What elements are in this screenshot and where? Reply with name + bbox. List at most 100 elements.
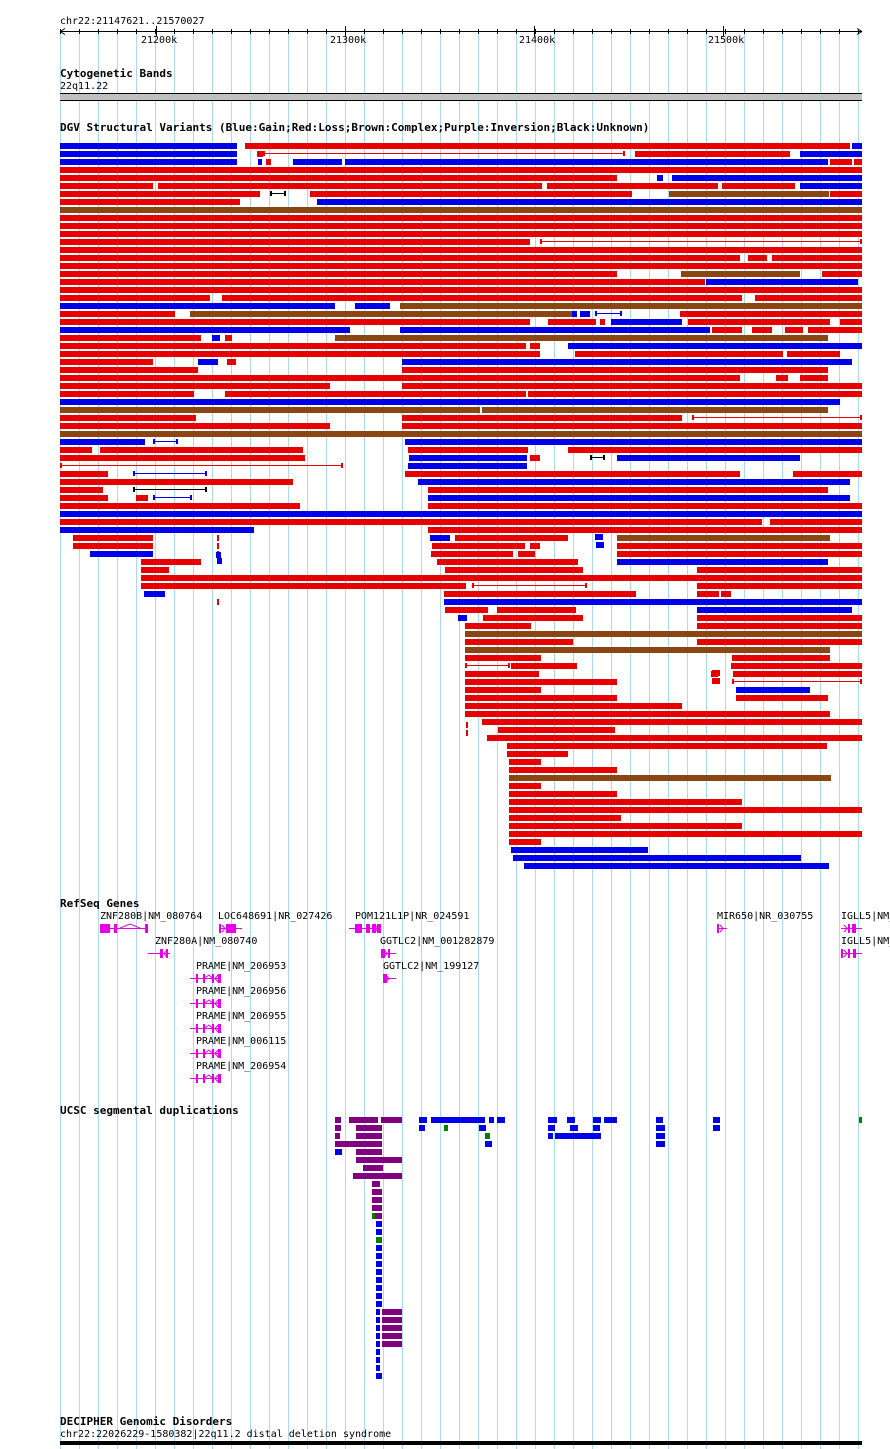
structural-variant-loss[interactable]	[60, 263, 862, 269]
structural-variant-gain[interactable]	[198, 359, 218, 365]
structural-variant-loss[interactable]	[732, 655, 830, 661]
structural-variant-loss[interactable]	[227, 359, 236, 365]
gene-label[interactable]: MIR650|NR_030755	[717, 911, 814, 922]
structural-variant-gain[interactable]	[511, 847, 648, 853]
structural-variant-loss[interactable]	[136, 495, 148, 501]
structural-variant-loss[interactable]	[60, 247, 862, 253]
gene-exon[interactable]	[212, 1074, 214, 1083]
structural-variant-gain[interactable]	[513, 855, 801, 861]
segmental-duplication[interactable]	[376, 1349, 380, 1355]
structural-variant-loss[interactable]	[721, 591, 731, 597]
segmental-duplication[interactable]	[431, 1117, 485, 1123]
structural-variant-loss[interactable]	[680, 311, 862, 317]
structural-variant-loss[interactable]	[498, 727, 615, 733]
structural-variant-loss[interactable]	[402, 423, 862, 429]
structural-variant-gain[interactable]	[852, 143, 862, 149]
structural-variant-loss[interactable]	[509, 799, 742, 805]
segmental-duplication[interactable]	[859, 1117, 862, 1123]
structural-variant-end[interactable]	[205, 487, 207, 492]
structural-variant-gain[interactable]	[572, 311, 577, 317]
segmental-duplication[interactable]	[376, 1365, 380, 1371]
structural-variant-gain[interactable]	[657, 175, 663, 181]
structural-variant-gain[interactable]	[144, 591, 165, 597]
structural-variant-gain[interactable]	[430, 535, 450, 541]
structural-variant-loss[interactable]	[310, 191, 632, 197]
structural-variant-end[interactable]	[603, 455, 605, 460]
structural-variant-loss[interactable]	[712, 327, 742, 333]
structural-variant-end[interactable]	[465, 663, 467, 668]
structural-variant-loss[interactable]	[808, 327, 862, 333]
gene-exon[interactable]	[203, 1074, 205, 1083]
segmental-duplication[interactable]	[356, 1125, 382, 1131]
structural-variant-loss[interactable]	[509, 815, 621, 821]
structural-variant-loss[interactable]	[755, 295, 862, 301]
structural-variant-gain[interactable]	[212, 335, 220, 341]
segmental-duplication[interactable]	[555, 1133, 601, 1139]
structural-variant-gain[interactable]	[580, 311, 590, 317]
structural-variant-loss[interactable]	[455, 535, 568, 541]
segmental-duplication[interactable]	[593, 1117, 601, 1123]
structural-variant-loss[interactable]	[712, 670, 720, 676]
structural-variant-loss[interactable]	[748, 255, 767, 261]
structural-variant-complex[interactable]	[669, 191, 829, 197]
structural-variant-end[interactable]	[623, 151, 625, 156]
structural-variant-loss[interactable]	[465, 639, 573, 645]
segmental-duplication[interactable]	[419, 1117, 427, 1123]
structural-variant-gain[interactable]	[408, 463, 527, 469]
structural-variant-loss[interactable]	[509, 823, 742, 829]
segmental-duplication[interactable]	[376, 1261, 382, 1267]
segmental-duplication[interactable]	[376, 1285, 382, 1291]
segmental-duplication[interactable]	[567, 1117, 575, 1123]
structural-variant-loss[interactable]	[60, 199, 240, 205]
structural-variant-loss[interactable]	[509, 807, 862, 813]
structural-variant-loss[interactable]	[444, 591, 636, 597]
segmental-duplication[interactable]	[372, 1205, 382, 1211]
segmental-duplication[interactable]	[479, 1125, 486, 1131]
gene-exon[interactable]	[166, 949, 168, 958]
structural-variant-complex[interactable]	[617, 535, 830, 541]
segmental-duplication[interactable]	[372, 1181, 380, 1187]
structural-variant-end[interactable]	[341, 463, 343, 468]
structural-variant-loss[interactable]	[60, 423, 330, 429]
structural-variant-end[interactable]	[205, 471, 207, 476]
structural-variant-loss[interactable]	[530, 343, 540, 349]
gene-exon[interactable]	[212, 1049, 214, 1058]
structural-variant-complex[interactable]	[60, 431, 862, 437]
structural-variant-loss[interactable]	[772, 255, 862, 261]
structural-variant-loss[interactable]	[60, 183, 153, 189]
structural-variant-loss[interactable]	[600, 319, 605, 325]
structural-variant-end[interactable]	[176, 439, 178, 444]
gene-exon[interactable]	[218, 1024, 221, 1033]
structural-variant-end[interactable]	[590, 455, 592, 460]
structural-variant-end[interactable]	[263, 151, 265, 156]
segmental-duplication[interactable]	[335, 1117, 341, 1123]
gene-label[interactable]: GGTLC2|NM_001282879	[380, 936, 495, 947]
structural-variant-gain[interactable]	[596, 542, 604, 548]
structural-variant-loss[interactable]	[509, 791, 617, 797]
structural-variant-loss[interactable]	[733, 671, 862, 677]
segmental-duplication[interactable]	[356, 1157, 402, 1163]
segmental-duplication[interactable]	[372, 1213, 382, 1219]
segmental-duplication[interactable]	[353, 1173, 402, 1179]
structural-variant-loss[interactable]	[100, 447, 303, 453]
segmental-duplication[interactable]	[376, 1373, 382, 1379]
gene-label[interactable]: PRAME|NM_206953	[196, 961, 287, 972]
structural-variant-loss[interactable]	[776, 375, 788, 381]
structural-variant-loss[interactable]	[60, 455, 305, 461]
gene-exon[interactable]	[848, 924, 850, 933]
segmental-duplication[interactable]	[376, 1253, 382, 1259]
segmental-duplication[interactable]	[376, 1245, 382, 1251]
structural-variant-loss[interactable]	[507, 751, 568, 757]
gene-exon[interactable]	[388, 949, 390, 958]
structural-variant-complex[interactable]	[465, 631, 862, 637]
segmental-duplication[interactable]	[713, 1117, 720, 1123]
structural-variant-loss[interactable]	[483, 615, 583, 621]
gene-exon[interactable]	[717, 924, 719, 933]
segmental-duplication[interactable]	[593, 1125, 600, 1131]
segmental-duplication[interactable]	[376, 1269, 382, 1275]
structural-variant-loss[interactable]	[465, 695, 617, 701]
structural-variant-end[interactable]	[190, 495, 192, 500]
structural-variant-end[interactable]	[732, 679, 734, 684]
structural-variant-end[interactable]	[472, 583, 474, 588]
segmental-duplication[interactable]	[656, 1141, 665, 1147]
